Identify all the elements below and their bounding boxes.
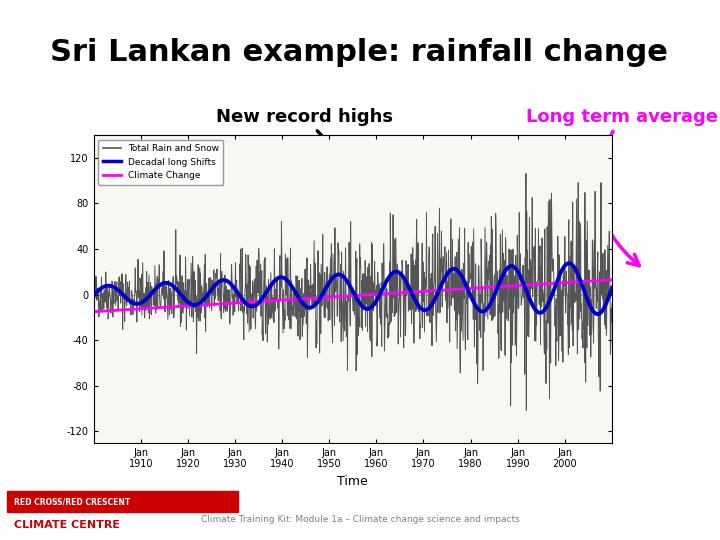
Decadal long Shifts — [199, 296, 208, 303]
Decadal long Shifts — [608, 285, 616, 291]
X-axis label: Time: Time — [338, 475, 368, 488]
Line: Climate Change: Climate Change — [94, 280, 612, 312]
Total Rain and Snow — [199, 289, 208, 296]
Decadal long Shifts — [529, 303, 538, 310]
Text: New record highs: New record highs — [216, 108, 431, 254]
Total Rain and Snow — [207, 307, 216, 314]
Decadal long Shifts — [89, 292, 98, 298]
Total Rain and Snow — [530, 244, 539, 250]
Climate Change — [433, 287, 442, 294]
Text: CLIMATE CENTRE: CLIMATE CENTRE — [14, 520, 120, 530]
Total Rain and Snow — [89, 286, 98, 292]
Legend: Total Rain and Snow, Decadal long Shifts, Climate Change: Total Rain and Snow, Decadal long Shifts… — [98, 139, 223, 185]
Decadal long Shifts — [207, 286, 216, 293]
Decadal long Shifts — [104, 282, 113, 289]
Decadal long Shifts — [564, 260, 573, 266]
Climate Change — [89, 308, 98, 315]
Total Rain and Snow — [212, 266, 221, 272]
Decadal long Shifts — [433, 290, 442, 296]
Text: RED CROSS/RED CRESCENT: RED CROSS/RED CRESCENT — [14, 497, 130, 507]
Text: Long term average: Long term average — [526, 108, 718, 266]
Total Rain and Snow — [521, 170, 530, 177]
Text: Sri Lankan example: rainfall change: Sri Lankan example: rainfall change — [50, 38, 668, 67]
Total Rain and Snow — [433, 309, 442, 315]
Line: Total Rain and Snow: Total Rain and Snow — [94, 173, 612, 410]
Total Rain and Snow — [608, 300, 616, 306]
Total Rain and Snow — [104, 289, 113, 295]
Climate Change — [529, 281, 538, 288]
Decadal long Shifts — [593, 311, 602, 318]
Decadal long Shifts — [212, 280, 221, 286]
Total Rain and Snow — [522, 407, 531, 414]
Climate Change — [212, 301, 221, 307]
Bar — [7, 491, 238, 512]
Text: Climate Training Kit: Module 1a – Climate change science and impacts: Climate Training Kit: Module 1a – Climat… — [201, 515, 519, 524]
Climate Change — [608, 276, 616, 283]
Text: KIT: KIT — [680, 515, 703, 528]
Climate Change — [199, 302, 208, 308]
Line: Decadal long Shifts: Decadal long Shifts — [94, 263, 612, 314]
Climate Change — [104, 307, 113, 314]
Climate Change — [207, 301, 216, 308]
